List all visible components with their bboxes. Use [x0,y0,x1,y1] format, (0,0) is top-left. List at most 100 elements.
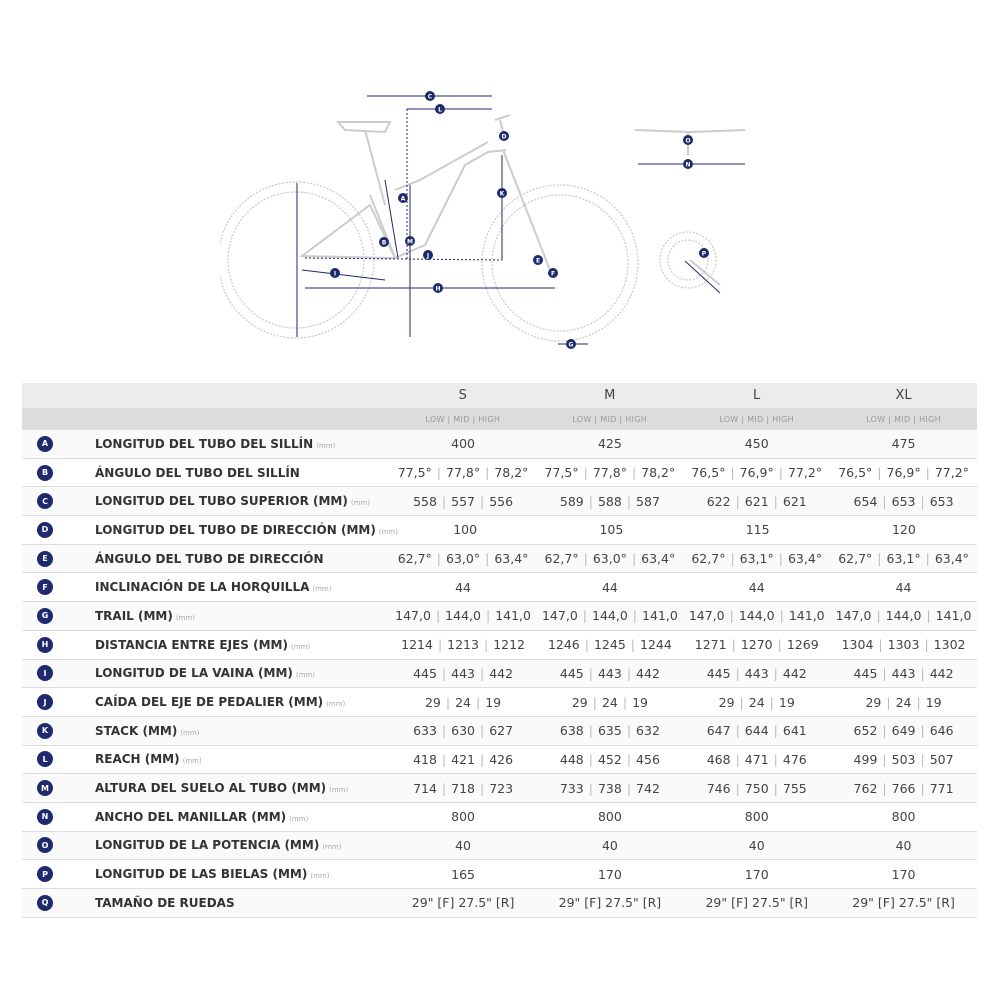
value: 443 [891,665,916,681]
letter-badge: N [37,808,53,825]
value-cell: 800 [536,809,683,824]
value: 800 [451,809,475,825]
measurement-name: STACK (MM) (mm) [95,723,200,738]
value: 452 [597,751,622,767]
bike-outline [220,181,717,342]
value: 147,0 [395,608,431,624]
value: 40 [601,837,618,853]
value: 105 [599,522,624,538]
value: 147,0 [688,608,725,624]
value: 445 [706,665,731,681]
value: 654 [853,493,878,509]
value: 76,9° [886,465,921,481]
value: 62,7° [544,551,579,567]
separator: | [773,493,778,509]
measurement-name: ALTURA DEL SUELO AL TUBO (MM) (mm) [95,781,349,796]
separator: | [441,723,447,739]
letter-badge: Q [37,894,53,911]
value-cell: 40 [830,838,977,853]
value: 63,0° [592,551,627,567]
unit-label: (mm) [182,757,202,766]
table-row: J CAÍDA DEL EJE DE PEDALIER (MM) (mm) 29 | 24… [22,688,977,717]
value: 29" [F] 27.5" [R] [558,895,662,911]
value: 165 [451,866,475,882]
value: 1269 [786,637,819,653]
value: 141,0 [788,608,825,624]
value: 587 [636,493,660,509]
value: 44 [455,579,472,595]
value: 442 [636,665,660,681]
value: 1244 [640,637,672,653]
value-cell: 120 [831,522,977,537]
value: 77,5° [397,465,432,481]
separator: | [441,665,447,681]
value: 24 [601,694,618,710]
value-cell: 800 [390,809,537,824]
separator: | [436,465,442,481]
value: 556 [489,493,514,509]
value-cell: 445 | 443 | 442 [536,666,683,681]
value: 147,0 [835,608,872,624]
unit-label: (mm) [175,613,195,622]
bike-geometry-diagram: A B C D E F G H I J K L M N O P [220,91,746,349]
value: 44 [748,579,765,595]
value: 800 [891,809,916,825]
value-cell: 1214 | 1213 | 1212 [390,637,537,652]
separator: | [773,751,778,767]
value: 19 [632,694,648,710]
measurement-name: ÁNGULO DEL TUBO DEL SILLÍN [95,465,300,480]
measurement-name: INCLINACIÓN DE LA HORQUILLA (mm) [95,580,332,595]
value: 144,0 [738,608,775,624]
table-row: M ALTURA DEL SUELO AL TUBO (MM) (mm) 714 | 71… [22,774,977,803]
value: 170 [597,866,622,882]
value: 589 [559,493,584,509]
separator: | [436,551,442,567]
separator: | [735,780,740,796]
measurement-name: CAÍDA DEL EJE DE PEDALIER (MM) (mm) [95,695,346,710]
separator: | [626,723,632,739]
letter-badge: C [37,493,53,510]
separator: | [925,551,930,567]
value: 19 [778,694,795,710]
measurement-name: LONGITUD DEL TUBO SUPERIOR (MM) (mm) [95,494,370,509]
value-cell: 1271 | 1270 | 1269 [683,637,830,652]
value: 476 [782,751,807,767]
value-cell: 76,5° | 76,9° | 77,2° [683,465,830,480]
diagram-badge-m [405,236,415,246]
value: 507 [929,751,954,767]
letter-badge: I [37,665,53,682]
value: 771 [929,780,954,796]
value-cell: 77,5° | 77,8° | 78,2° [390,465,537,480]
table-row: P LONGITUD DE LAS BIELAS (MM) (mm) 165 170 17… [22,860,977,889]
position-label: LOW | MID | HIGH [572,414,648,424]
value: 77,5° [544,465,579,481]
value-cell: 468 | 471 | 476 [683,752,830,767]
separator: | [480,751,485,767]
separator: | [631,465,637,481]
value: 141,0 [935,608,972,624]
value: 63,4° [934,551,969,567]
value-cell: 100 [392,522,538,537]
value: 1212 [493,637,525,653]
value-cell: 40 [536,838,683,853]
value: 29 [865,694,882,710]
value-cell: 40 [683,838,830,853]
value: 24 [895,694,912,710]
value-cell: 647 | 644 | 641 [683,723,830,738]
value-cell: 147,0 | 144,0 | 141,0 [683,608,830,623]
separator: | [626,780,632,796]
value: 147,0 [541,608,578,624]
value: 1213 [447,637,479,653]
value: 649 [891,723,916,739]
separator: | [882,780,887,796]
table-row: C LONGITUD DEL TUBO SUPERIOR (MM) (mm) 558 |… [22,487,977,517]
measurement-name: LONGITUD DEL TUBO DEL SILLÍN (mm) [95,436,336,451]
bike-frame [299,114,746,286]
value: 19 [485,694,502,710]
value-cell: 1304 | 1303 | 1302 [830,637,977,652]
separator: | [735,665,740,681]
measurement-name: DISTANCIA ENTRE EJES (MM) (mm) [95,637,311,652]
value: 426 [489,751,514,767]
value: 800 [597,809,622,825]
separator: | [592,694,597,710]
